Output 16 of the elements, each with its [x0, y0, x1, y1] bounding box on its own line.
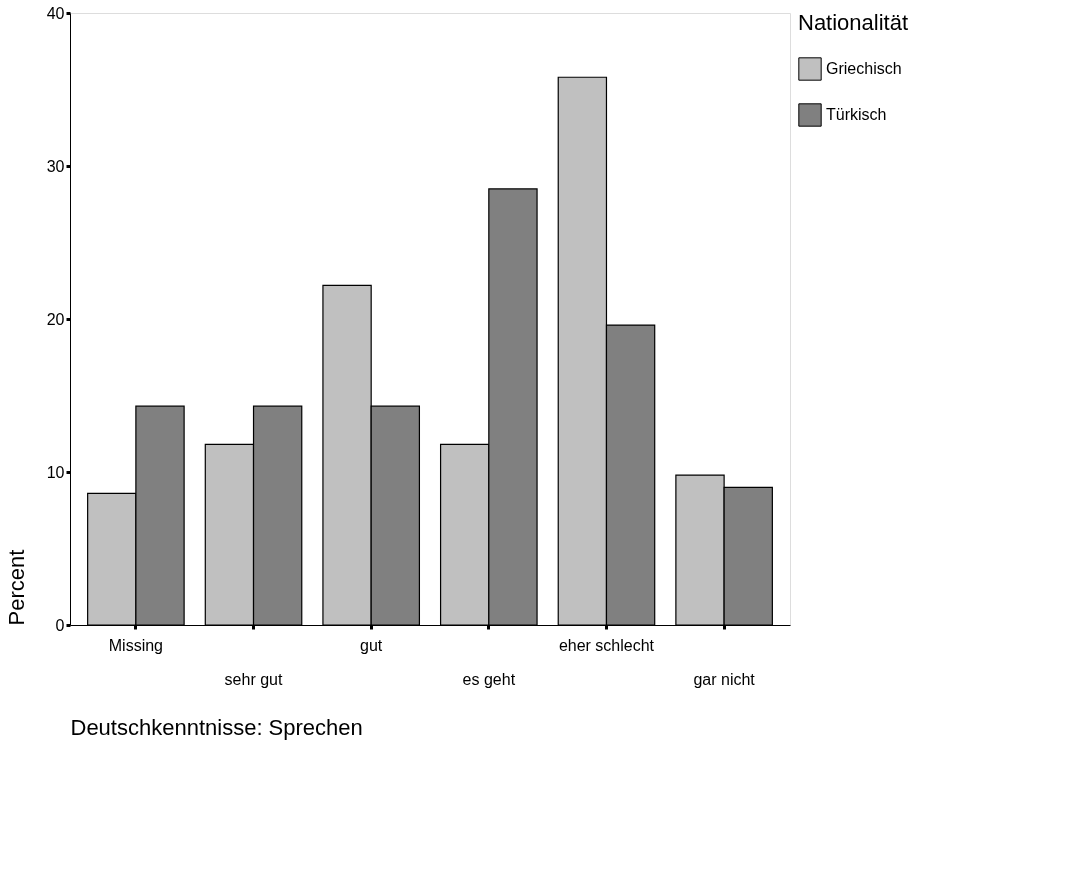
x-tick-label: es geht: [462, 670, 516, 688]
legend-title: Nationalität: [798, 10, 909, 35]
x-tick-label: sehr gut: [224, 670, 283, 688]
x-tick-label: Missing: [108, 636, 163, 654]
y-tick-label: 30: [46, 157, 65, 175]
legend-label: Türkisch: [826, 106, 887, 123]
y-tick-label: 0: [55, 616, 65, 634]
y-tick-label: 40: [46, 4, 65, 22]
x-axis-title: Deutschkenntnisse: Sprechen: [70, 714, 363, 740]
x-tick-label: gar nicht: [693, 670, 756, 688]
y-tick-label: 20: [46, 310, 65, 328]
y-tick-label: 10: [46, 463, 65, 481]
legend-label: Griechisch: [826, 60, 902, 77]
x-tick-label: eher schlecht: [558, 636, 655, 654]
x-tick-label: gut: [360, 636, 383, 654]
y-axis-title: Percent: [3, 549, 29, 626]
